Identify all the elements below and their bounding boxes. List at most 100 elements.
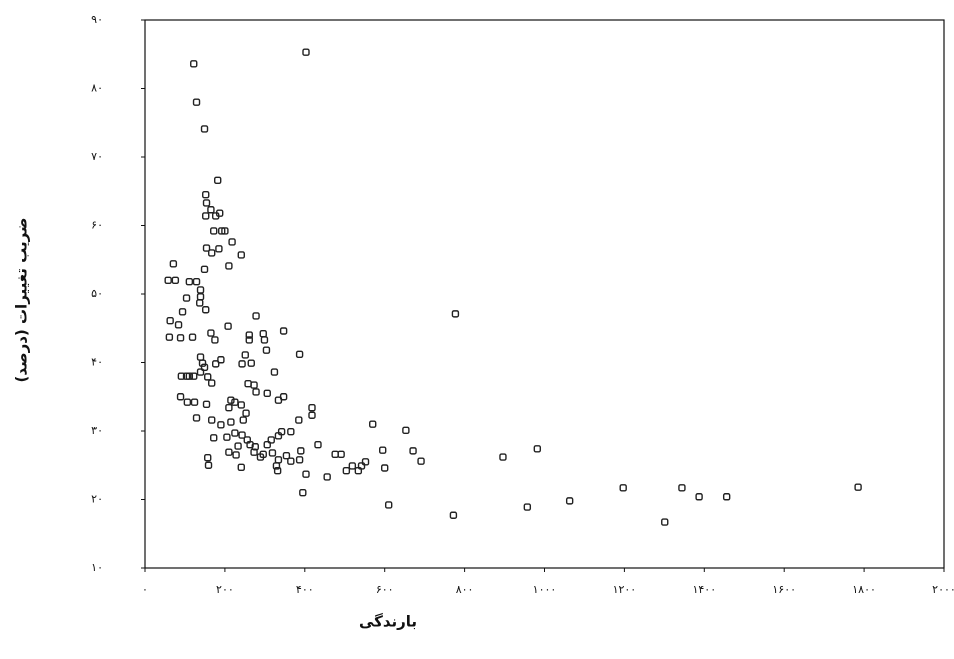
x-tick-label: ۰ xyxy=(142,583,148,596)
point xyxy=(165,333,174,341)
point xyxy=(196,286,205,294)
point xyxy=(523,503,532,511)
point xyxy=(348,462,357,470)
point xyxy=(274,456,283,464)
point xyxy=(176,334,185,342)
point xyxy=(402,426,410,435)
point xyxy=(357,462,366,470)
point xyxy=(182,294,191,302)
point xyxy=(217,421,225,429)
point xyxy=(192,277,201,286)
point xyxy=(225,404,233,412)
point xyxy=(202,212,210,220)
point xyxy=(381,464,389,472)
point xyxy=(190,60,198,68)
point xyxy=(190,398,199,406)
point xyxy=(238,431,246,439)
point xyxy=(234,442,242,450)
point xyxy=(247,359,255,367)
point xyxy=(295,456,304,464)
point xyxy=(196,299,204,307)
point xyxy=(237,463,245,472)
y-tick-label: ۲۰ xyxy=(91,493,103,506)
point xyxy=(196,368,205,376)
point xyxy=(379,446,387,454)
point xyxy=(417,457,425,465)
point xyxy=(499,453,507,461)
point xyxy=(237,251,245,259)
point xyxy=(337,450,345,458)
point xyxy=(177,372,186,380)
point xyxy=(661,518,669,526)
point xyxy=(192,414,201,422)
point xyxy=(202,190,210,199)
point xyxy=(231,429,239,437)
point xyxy=(314,441,322,449)
plot-frame xyxy=(144,19,945,569)
point xyxy=(208,249,216,257)
point xyxy=(854,483,862,491)
point xyxy=(196,293,205,301)
point xyxy=(188,333,197,341)
point xyxy=(263,389,271,398)
point xyxy=(164,276,172,284)
x-tick-label: ۲۰۰ xyxy=(216,583,234,596)
x-axis-title: بارندگی xyxy=(359,613,417,631)
point xyxy=(619,484,627,492)
point xyxy=(308,404,316,412)
point xyxy=(268,449,277,457)
y-tick-label: ۹۰ xyxy=(91,13,103,26)
x-tick-label: ۱۴۰۰ xyxy=(692,583,716,596)
point xyxy=(200,265,209,274)
point xyxy=(451,310,460,318)
point xyxy=(295,416,303,424)
point xyxy=(331,450,339,458)
point xyxy=(242,409,250,417)
point xyxy=(384,501,393,509)
point xyxy=(210,227,218,235)
point xyxy=(204,461,213,469)
point xyxy=(202,306,210,314)
x-tick-label: ۱۸۰۰ xyxy=(852,583,876,596)
point xyxy=(190,372,198,380)
point xyxy=(252,312,260,320)
y-tick-label: ۷۰ xyxy=(91,150,103,163)
x-tick-label: ۶۰۰ xyxy=(376,583,394,596)
point xyxy=(270,368,279,376)
point xyxy=(272,462,281,470)
point xyxy=(565,497,574,505)
point xyxy=(273,467,282,475)
point xyxy=(287,427,295,436)
point xyxy=(196,353,205,361)
point xyxy=(227,418,235,426)
point xyxy=(287,457,295,465)
point xyxy=(227,396,235,404)
point xyxy=(207,329,215,337)
point xyxy=(202,199,211,207)
point xyxy=(215,245,223,253)
point xyxy=(211,336,219,344)
point xyxy=(722,493,731,501)
point xyxy=(263,441,271,449)
x-tick-label: ۱۶۰۰ xyxy=(772,583,796,596)
point xyxy=(308,411,316,419)
point xyxy=(237,401,245,409)
point xyxy=(295,350,304,358)
point xyxy=(299,488,307,497)
point xyxy=(216,209,224,217)
point xyxy=(223,433,231,441)
point xyxy=(212,360,220,368)
point xyxy=(262,346,271,354)
point xyxy=(695,493,703,501)
y-tick-label: ۸۰ xyxy=(91,82,103,95)
point xyxy=(302,470,310,478)
point xyxy=(267,436,275,444)
point xyxy=(259,330,267,338)
x-tick-label: ۱۰۰۰ xyxy=(533,583,557,596)
point xyxy=(198,359,207,367)
point xyxy=(277,427,286,436)
y-tick-label: ۳۰ xyxy=(91,424,103,437)
point xyxy=(171,276,180,284)
point xyxy=(192,98,201,106)
